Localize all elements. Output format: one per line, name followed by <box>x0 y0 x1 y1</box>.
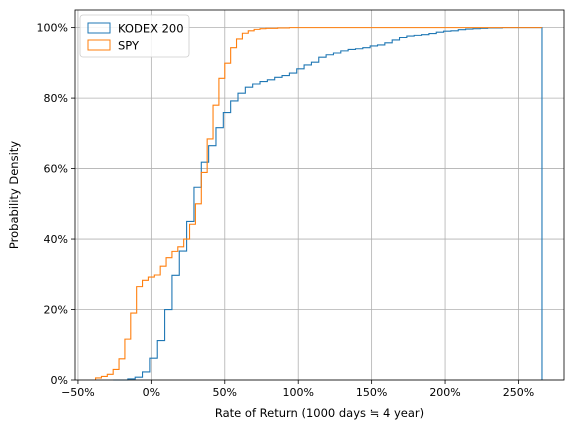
y-tick-label: 60% <box>44 163 68 176</box>
series-line-2 <box>95 27 542 380</box>
series-group <box>95 27 543 381</box>
y-tick-label: 20% <box>44 304 68 317</box>
x-tick-label: 50% <box>213 386 237 399</box>
y-tick-label: 100% <box>37 22 68 35</box>
legend-swatch <box>87 22 111 34</box>
x-axis-label: Rate of Return (1000 days ≒ 4 year) <box>215 406 424 420</box>
y-axis-label: Probability Density <box>7 141 21 249</box>
legend-box <box>79 14 190 58</box>
x-tick-label: 0% <box>143 386 160 399</box>
plot-frame <box>74 9 565 381</box>
x-tick-label: 150% <box>356 386 387 399</box>
y-tick-label: 40% <box>44 233 68 246</box>
x-axis: −50% 0% 50% 100% 150% 200% 250% <box>61 380 534 399</box>
y-axis: 0% 20% 40% 60% 80% 100% <box>37 22 75 387</box>
y-tick-label: 80% <box>44 92 68 105</box>
legend-label: SPY <box>118 39 140 53</box>
x-tick-label: −50% <box>61 386 95 399</box>
y-tick-label: 0% <box>51 374 68 387</box>
legend: KODEX 200 SPY <box>79 14 190 58</box>
x-tick-label: 100% <box>282 386 313 399</box>
legend-swatch <box>87 39 111 51</box>
legend-label: KODEX 200 <box>118 22 184 36</box>
x-tick-label: 200% <box>429 386 460 399</box>
series-line-1 <box>113 27 543 381</box>
x-tick-label: 250% <box>503 386 534 399</box>
